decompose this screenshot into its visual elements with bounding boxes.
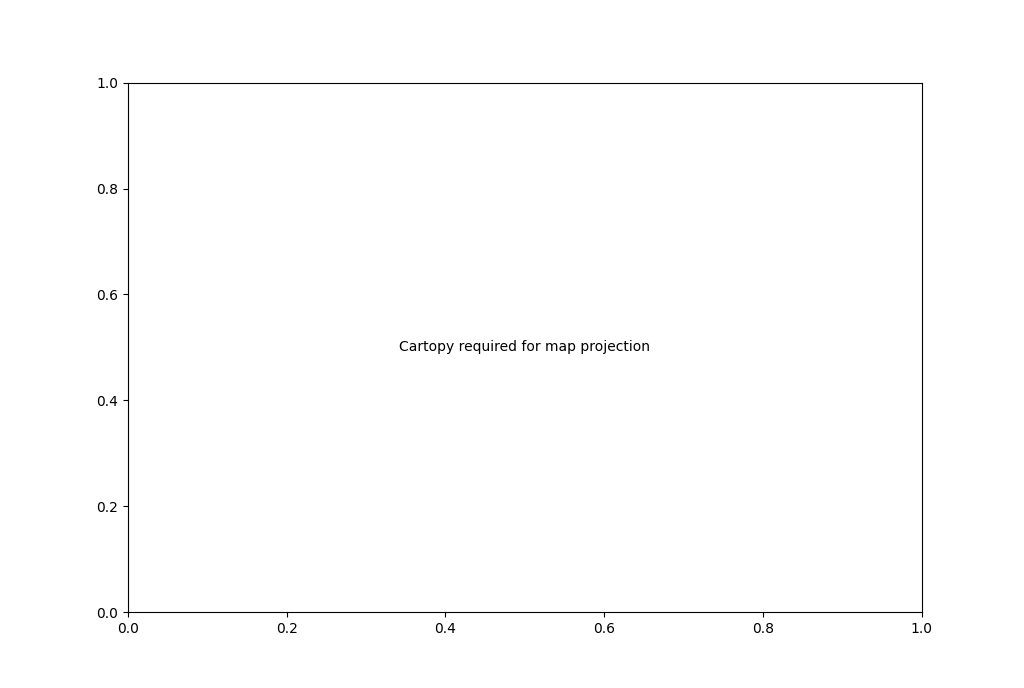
Text: Cartopy required for map projection: Cartopy required for map projection [399,341,650,354]
